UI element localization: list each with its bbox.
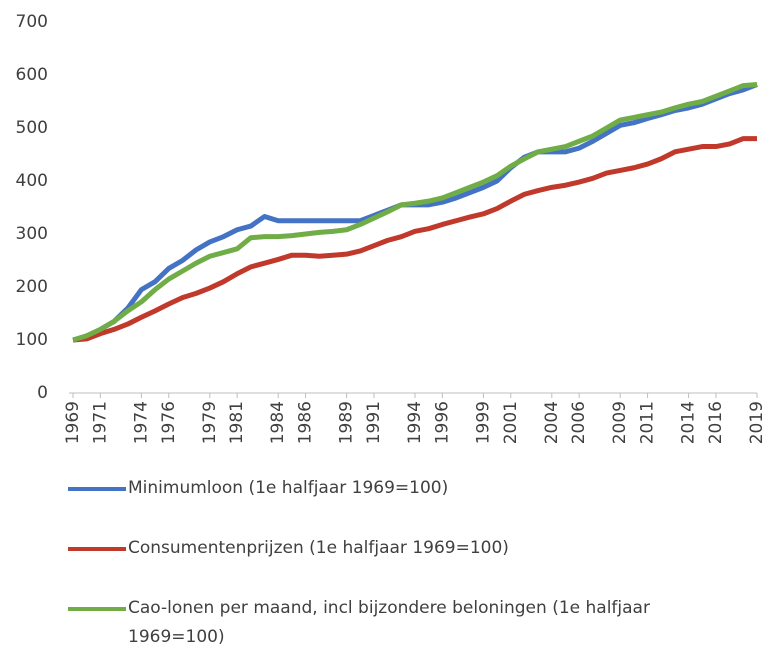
y-tick-label: 200: [16, 277, 48, 297]
x-tick-label: 1976: [159, 401, 179, 444]
x-tick-label: 1984: [268, 401, 288, 444]
x-tick-label: 2001: [501, 401, 521, 444]
x-tick-label: 1989: [337, 401, 357, 444]
y-tick-label: 300: [16, 224, 48, 244]
legend-swatch: [68, 607, 126, 611]
x-tick-label: 1969: [63, 401, 83, 444]
x-tick-label: 1974: [131, 401, 151, 444]
x-tick-label: 2016: [706, 401, 726, 444]
legend-label: Cao-lonen per maand, incl bijzondere bel…: [128, 598, 650, 647]
x-tick-label: 2004: [542, 401, 562, 444]
legend-item: Cao-lonen per maand, incl bijzondere bel…: [68, 594, 748, 652]
x-tick-label: 2009: [610, 401, 630, 444]
x-tick-label: 1991: [364, 401, 384, 444]
x-tick-label: 2006: [569, 401, 589, 444]
series-line: [72, 82, 758, 343]
x-tick-label: 1981: [227, 401, 247, 444]
legend-item: Consumentenprijzen (1e halfjaar 1969=100…: [68, 534, 748, 563]
legend-label: Minimumloon (1e halfjaar 1969=100): [128, 478, 449, 498]
y-tick-label: 700: [16, 12, 48, 32]
legend-swatch: [68, 547, 126, 551]
y-tick-label: 0: [37, 383, 48, 403]
y-tick-label: 500: [16, 118, 48, 138]
x-tick-label: 2019: [747, 401, 767, 444]
x-tick-label: 2014: [679, 401, 699, 444]
x-tick-label: 2011: [638, 401, 658, 444]
series-line: [72, 136, 757, 343]
legend-item: Minimumloon (1e halfjaar 1969=100): [68, 474, 748, 503]
x-tick-label: 1999: [473, 401, 493, 444]
x-tick-label: 1979: [200, 401, 220, 444]
y-tick-label: 400: [16, 171, 48, 191]
legend-swatch: [68, 487, 126, 491]
y-tick-label: 100: [16, 330, 48, 350]
chart: 0 100 200 300 400 500 600 700 1969 1971 1974 1976 19…: [16, 12, 767, 444]
legend-label: Consumentenprijzen (1e halfjaar 1969=100…: [128, 538, 509, 558]
x-tick-label: 1994: [405, 401, 425, 444]
x-tick-label: 1971: [90, 401, 110, 444]
x-tick-label: 1996: [432, 401, 452, 444]
x-tick-label: 1986: [296, 401, 316, 444]
y-tick-label: 600: [16, 65, 48, 85]
